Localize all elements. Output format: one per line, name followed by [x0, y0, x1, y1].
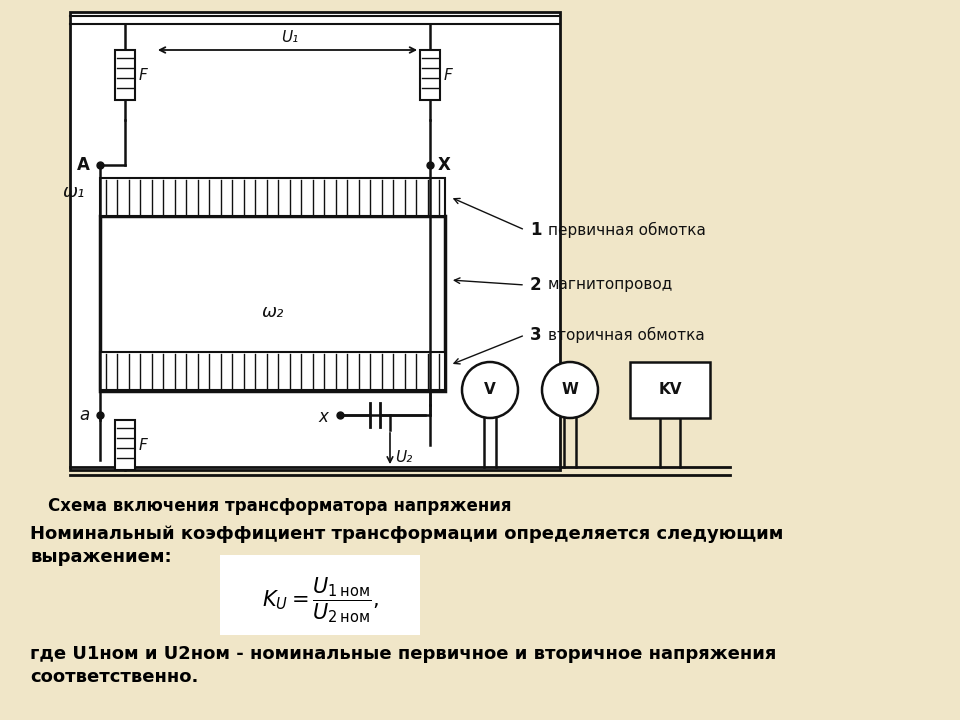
Text: Схема включения трансформатора напряжения: Схема включения трансформатора напряжени… [48, 497, 512, 515]
Text: выражением:: выражением: [30, 548, 172, 566]
Text: 2: 2 [530, 276, 541, 294]
Text: W: W [562, 382, 579, 397]
Text: ω₂: ω₂ [261, 303, 284, 321]
Text: 3: 3 [530, 326, 541, 344]
Bar [100, 178, 445, 216]
Text: V: V [484, 382, 496, 397]
Bar [630, 362, 710, 418]
Bar [115, 50, 135, 100]
Text: ω₁: ω₁ [62, 183, 85, 201]
Circle shape [542, 362, 598, 418]
Bar [100, 216, 445, 391]
Text: Номинальный коэффициент трансформации определяется следующим: Номинальный коэффициент трансформации оп… [30, 525, 783, 543]
Text: X: X [438, 156, 451, 174]
Text: F: F [139, 438, 148, 452]
Bar [100, 352, 445, 390]
Text: x: x [318, 408, 328, 426]
Text: A: A [77, 156, 90, 174]
Text: соответственно.: соответственно. [30, 668, 199, 686]
Text: a: a [80, 406, 90, 424]
Bar [70, 12, 560, 470]
Text: U₁: U₁ [281, 30, 299, 45]
Bar [420, 50, 440, 100]
Text: KV: KV [659, 382, 682, 397]
Text: где U1ном и U2ном - номинальные первичное и вторичное напряжения: где U1ном и U2ном - номинальные первично… [30, 645, 777, 663]
Text: 1: 1 [530, 221, 541, 239]
Bar [220, 555, 420, 635]
Bar [115, 420, 135, 470]
Circle shape [462, 362, 518, 418]
Text: F: F [139, 68, 148, 83]
Text: U₂: U₂ [395, 451, 412, 466]
Text: вторичная обмотка: вторичная обмотка [548, 327, 705, 343]
Text: F: F [444, 68, 453, 83]
Text: первичная обмотка: первичная обмотка [548, 222, 706, 238]
Text: $K_U = \dfrac{U_{1\,\mathregular{ном}}}{U_{2\,\mathregular{ном}}},$: $K_U = \dfrac{U_{1\,\mathregular{ном}}}{… [261, 575, 378, 625]
Text: магнитопровод: магнитопровод [548, 277, 673, 292]
